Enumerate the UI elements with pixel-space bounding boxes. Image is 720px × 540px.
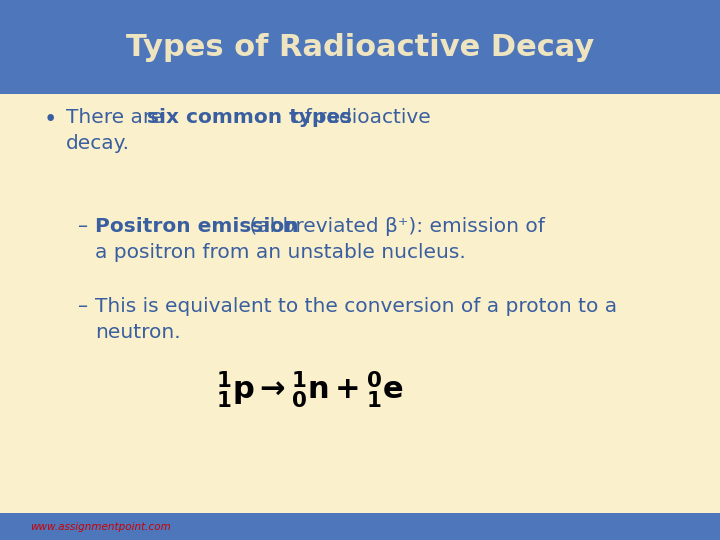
Bar: [0, 513, 720, 540]
Text: Types of Radioactive Decay: Types of Radioactive Decay: [126, 32, 594, 62]
Text: a positron from an unstable nucleus.: a positron from an unstable nucleus.: [95, 243, 466, 262]
Text: There are: There are: [66, 108, 170, 127]
Text: $\mathbf{^1_1p \rightarrow ^1_0n + ^0_1e}$: $\mathbf{^1_1p \rightarrow ^1_0n + ^0_1e…: [216, 369, 404, 410]
Text: This is equivalent to the conversion of a proton to a: This is equivalent to the conversion of …: [95, 297, 617, 316]
Text: –: –: [78, 297, 88, 316]
Text: Positron emission: Positron emission: [95, 217, 299, 236]
Text: decay.: decay.: [66, 134, 130, 153]
Text: •: •: [43, 108, 57, 131]
Text: (abbreviated β⁺): emission of: (abbreviated β⁺): emission of: [243, 217, 545, 236]
Bar: [0, 0, 720, 94]
Text: –: –: [78, 217, 88, 236]
Text: six common types: six common types: [147, 108, 352, 127]
Text: neutron.: neutron.: [95, 323, 181, 342]
Text: of radioactive: of radioactive: [287, 108, 431, 127]
Text: www.assignmentpoint.com: www.assignmentpoint.com: [30, 522, 171, 531]
